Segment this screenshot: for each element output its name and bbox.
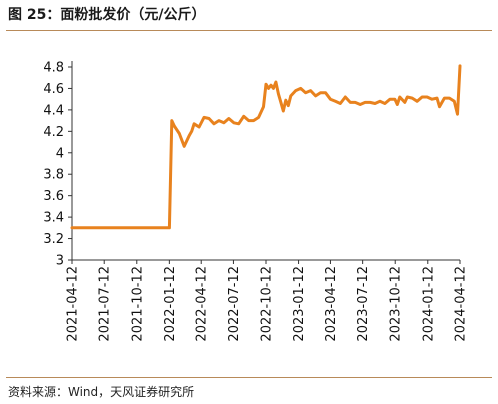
bottom-divider (6, 377, 492, 378)
source-note: 资料来源：Wind，天风证券研究所 (8, 385, 195, 399)
x-tick-label: 2022-01-12 (163, 266, 178, 342)
x-tick-label: 2022-10-12 (260, 266, 275, 342)
x-tick-label: 2023-10-12 (389, 266, 404, 342)
chart-title: 图 25：面粉批发价（元/公斤） (8, 7, 206, 23)
x-tick-label: 2021-04-12 (66, 266, 81, 342)
series-lines (70, 64, 462, 230)
y-tick-label: 4.6 (43, 82, 64, 97)
y-tick-label: 4 (56, 146, 64, 161)
x-tick-label: 2023-04-12 (324, 266, 339, 342)
x-tick-label: 2021-10-12 (130, 266, 145, 342)
y-tick-label: 3.6 (43, 189, 64, 204)
top-divider (6, 30, 492, 31)
y-tick-label: 4.2 (43, 125, 64, 140)
x-tick-label: 2021-07-12 (98, 266, 113, 342)
x-tick-label: 2022-07-12 (227, 266, 242, 342)
y-tick-label: 3 (56, 254, 64, 269)
x-tick-label: 2024-01-12 (421, 266, 436, 342)
x-tick-label: 2023-07-12 (356, 266, 371, 342)
y-tick-label: 4.4 (43, 103, 64, 118)
y-axis-ticks: 3 3.2 3.4 3.6 3.8 4 4.2 4.4 4.6 4.8 (43, 61, 72, 269)
y-tick-label: 3.8 (43, 168, 64, 183)
y-tick-label: 3.4 (43, 211, 64, 226)
x-tick-label: 2023-01-12 (292, 266, 307, 342)
x-tick-label: 2022-04-12 (195, 266, 210, 342)
series-line (70, 64, 462, 230)
x-axis-ticks: 2021-04-12 2021-07-12 2021-10-12 2022-01-12… (66, 260, 469, 342)
y-tick-label: 4.8 (43, 61, 64, 76)
x-tick-label: 2024-04-12 (454, 266, 469, 342)
y-tick-label: 3.2 (43, 232, 64, 247)
